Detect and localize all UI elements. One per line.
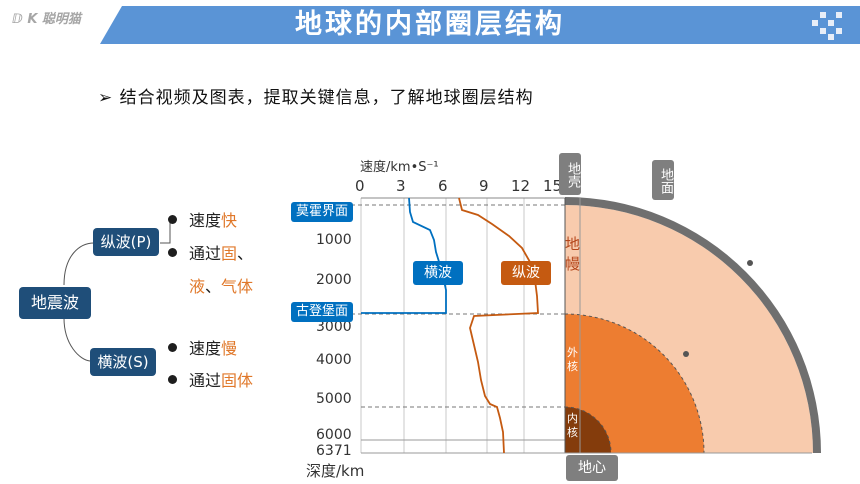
p-wave-speed: 速度快 (168, 210, 237, 232)
depth-tick: 6371 (316, 443, 352, 459)
p-wave-label: 纵波 (501, 261, 551, 285)
s-wave-speed: 速度慢 (168, 338, 237, 360)
s-wave-pass: 通过固体 (168, 370, 253, 392)
speed-gridlines (360, 198, 525, 453)
speed-tick: 15 (543, 177, 563, 195)
layer-boundaries (330, 204, 565, 408)
outer-core-label: 外核 (567, 346, 578, 373)
title-banner (100, 6, 860, 44)
depth-axis-label: 深度/km (306, 462, 365, 480)
s-wave-curve (361, 197, 447, 314)
pixel-decoration (812, 10, 846, 40)
p-wave-curve (458, 197, 539, 454)
inner-core-region (565, 407, 611, 453)
outer-core-region (565, 314, 704, 453)
depth-tick: 4000 (316, 352, 352, 368)
p-wave-box: 纵波(P) (93, 228, 159, 256)
depth-gridlines (361, 439, 565, 454)
intro-text: ➢ 结合视频及图表，提取关键信息，了解地球圈层结构 (98, 88, 534, 108)
depth-tick: 2000 (316, 272, 352, 288)
p-wave-pass: 通过固、 (168, 243, 253, 265)
inner-core-label: 内核 (567, 412, 578, 439)
bullet-icon (168, 343, 177, 352)
brand-logo: ⅅ K 聪明猫 (12, 12, 81, 27)
gutenberg-boundary-label: 古登堡面 (291, 302, 353, 322)
speed-tick: 12 (511, 177, 531, 195)
s-wave-label: 横波 (413, 261, 463, 285)
p-wave-pass-cont: 液、气体 (189, 277, 254, 296)
speed-tick: 9 (479, 177, 489, 195)
seismic-wave-root: 地震波 (19, 287, 91, 319)
depth-tick: 5000 (316, 391, 352, 407)
speed-axis-label: 速度/km•S⁻¹ (360, 160, 439, 175)
depth-tick: 6000 (316, 427, 352, 443)
speed-tick: 6 (438, 177, 448, 195)
speed-tick: 0 (355, 177, 365, 195)
depth-tick: 3000 (316, 319, 352, 335)
earth-center-label: 地心 (566, 455, 618, 481)
moho-boundary-label: 莫霍界面 (291, 202, 353, 222)
mantle-label: 地幔 (565, 235, 581, 273)
surface-label: 地面 (652, 160, 674, 200)
s-wave-box: 横波(S) (90, 348, 156, 376)
bullet-icon (168, 248, 177, 257)
bullet-icon (168, 375, 177, 384)
crust-label: 地壳 (559, 153, 581, 195)
depth-tick: 1000 (316, 232, 352, 248)
page-title: 地球的内部圈层结构 (295, 9, 565, 40)
bullet-icon (168, 215, 177, 224)
speed-tick: 3 (396, 177, 406, 195)
